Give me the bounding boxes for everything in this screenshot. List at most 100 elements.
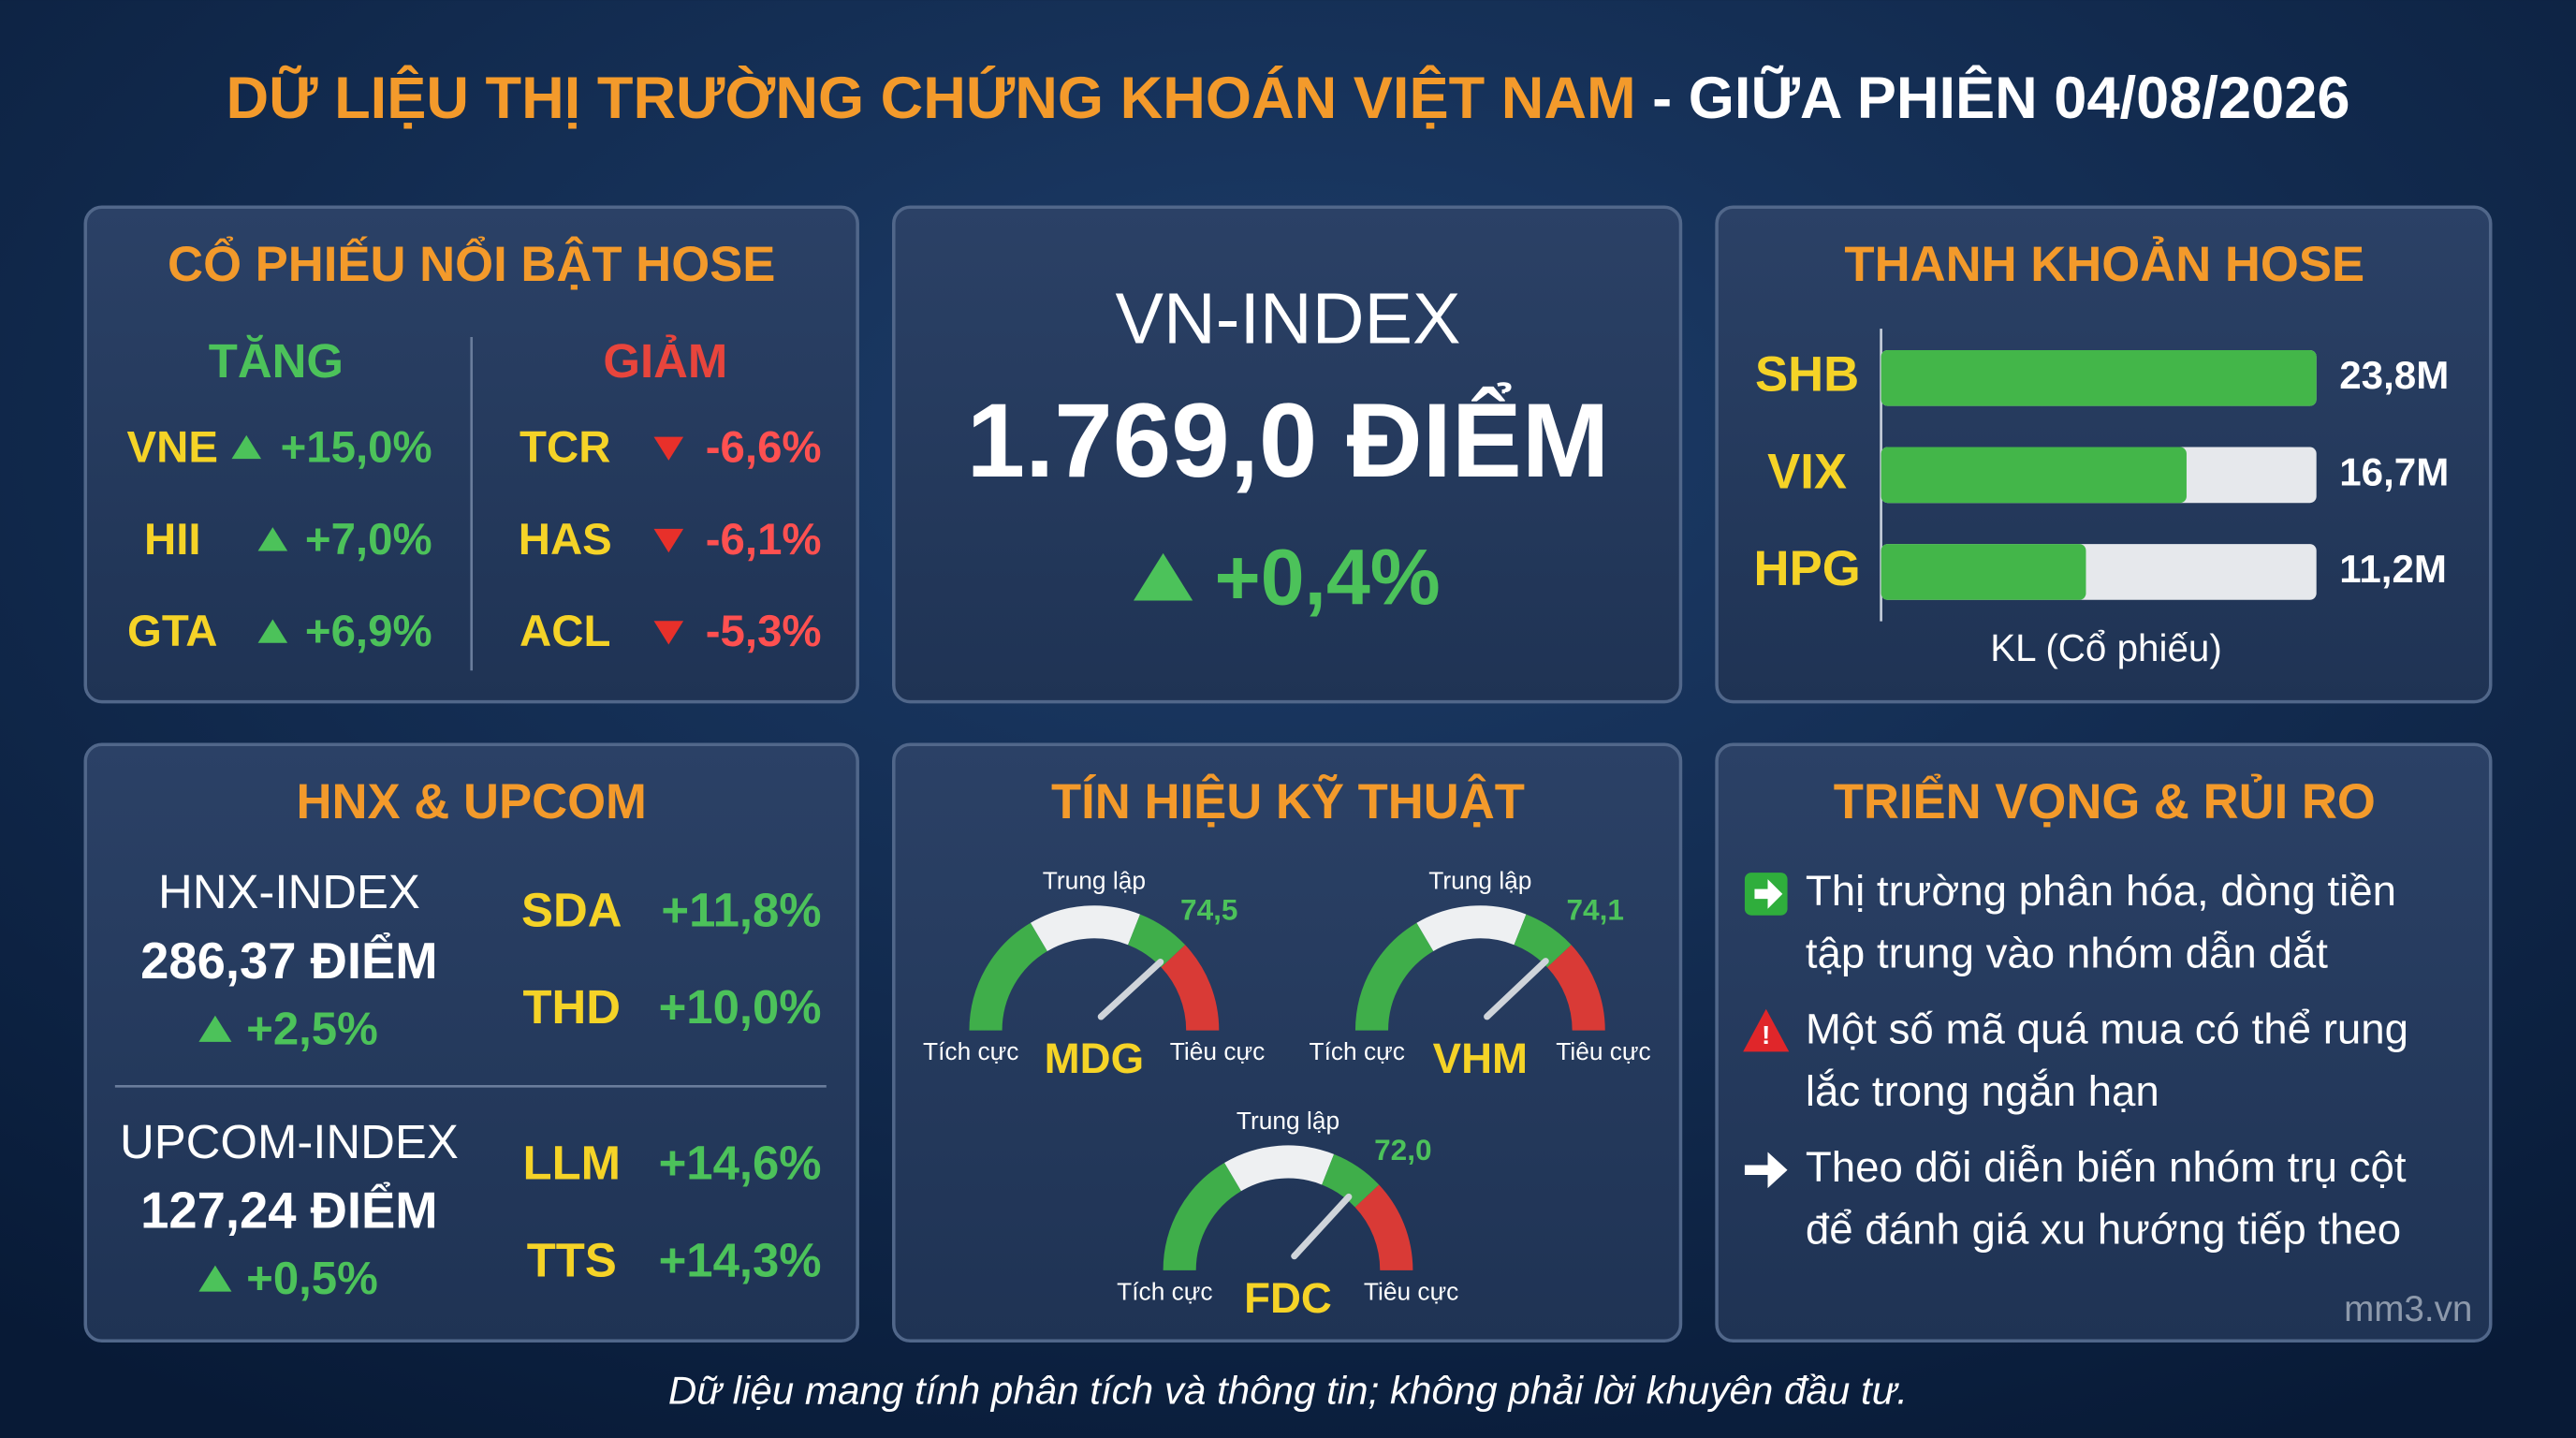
down-arrow: [653, 528, 684, 553]
outlook-text: Theo dõi diễn biến nhóm trụ cột: [1806, 1143, 2407, 1191]
index-name: UPCOM-INDEX: [120, 1115, 459, 1168]
index-change: +0,4%: [1215, 533, 1441, 621]
index-value: 1.769,0 ĐIỂM: [967, 381, 1610, 499]
panel-title: TÍN HIỆU KỸ THUẬT: [1051, 774, 1525, 829]
icon-arrow: [1754, 879, 1783, 909]
gauge-left-label: Tích cực: [923, 1037, 1018, 1065]
panel-title: CỔ PHIẾU NỔI BẬT HOSE: [168, 237, 775, 292]
gauge-segment: [1031, 905, 1140, 952]
panel: [83, 742, 859, 1343]
title-main: DỮ LIỆU THỊ TRƯỜNG CHỨNG KHOÁN VIỆT NAM: [227, 65, 1636, 131]
ticker: GTA: [127, 607, 218, 656]
outlook-text: để đánh giá xu hướng tiếp theo: [1806, 1206, 2401, 1254]
icon-mark: !: [1762, 1020, 1770, 1049]
gauge-left-label: Tích cực: [1310, 1037, 1405, 1065]
outlook-text: Một số mã quá mua có thể rung: [1806, 1005, 2408, 1052]
panel: [892, 742, 1683, 1343]
ticker: TTS: [527, 1233, 617, 1286]
outlook-text: tập trung vào nhóm dẫn dắt: [1806, 930, 2328, 977]
change: +11,8%: [661, 883, 821, 936]
losers-heading: GIẢM: [603, 333, 727, 388]
x-axis-label: KL (Cổ phiếu): [1990, 626, 2222, 669]
down-arrow: [653, 436, 684, 461]
gauge-segment: [1321, 1153, 1380, 1208]
gauge-top-label: Trung lập: [1428, 867, 1531, 895]
ticker: THD: [522, 980, 621, 1034]
change: -6,6%: [706, 423, 822, 473]
change: +14,3%: [659, 1233, 822, 1286]
gauge-segment: [1513, 914, 1572, 968]
outlook-text: lắc trong ngắn hạn: [1806, 1067, 2159, 1115]
gauge-segment: [1416, 905, 1527, 952]
index-change: +0,5%: [246, 1254, 378, 1304]
gauge-needle: [1097, 958, 1164, 1020]
panel-title: TRIỂN VỌNG & RỦI RO: [1834, 774, 2376, 829]
ticker: LLM: [523, 1137, 622, 1190]
bar: [1881, 544, 2086, 600]
up-arrow: [231, 434, 262, 460]
change: +15,0%: [281, 423, 432, 473]
bar-label: HPG: [1754, 541, 1861, 596]
gauge-segment: [1161, 945, 1220, 1032]
ticker: HII: [144, 515, 201, 565]
change: -6,1%: [706, 515, 822, 565]
value-label: 11,2M: [2339, 547, 2447, 591]
watermark: mm3.vn: [2344, 1289, 2472, 1329]
index-name: HNX-INDEX: [158, 865, 420, 918]
panel: [1715, 742, 2493, 1343]
gainers-heading: TĂNG: [209, 334, 344, 388]
icon-arrow: [1744, 1152, 1788, 1189]
gauge-left-label: Tích cực: [1117, 1277, 1212, 1305]
title-rest: - GIỮA PHIÊN 04/08/2026: [1652, 65, 2349, 131]
up-arrow: [1134, 552, 1193, 601]
gauge-ticker: VHM: [1433, 1034, 1528, 1082]
gauge-right-label: Tiêu cực: [1364, 1277, 1458, 1305]
up-arrow: [198, 1265, 232, 1292]
footer-note: Dữ liệu mang tính phân tích và thông tin…: [668, 1369, 1908, 1413]
ticker: TCR: [520, 423, 610, 473]
gauge-value: 74,5: [1180, 893, 1237, 927]
panel-title: HNX & UPCOM: [297, 774, 647, 829]
value-label: 23,8M: [2339, 353, 2449, 397]
gauge-top-label: Trung lập: [1237, 1107, 1339, 1135]
gauge-needle: [1291, 1193, 1353, 1260]
index-change: +2,5%: [246, 1004, 378, 1054]
change: -5,3%: [706, 607, 822, 656]
change: +7,0%: [305, 515, 432, 565]
gauge-segment: [1546, 945, 1605, 1032]
gauge-right-label: Tiêu cực: [1556, 1037, 1650, 1065]
bar: [1881, 447, 2187, 504]
outlook-text: Thị trường phân hóa, dòng tiền: [1806, 867, 2396, 915]
gauge-segment: [1224, 1145, 1335, 1192]
up-arrow: [257, 527, 288, 551]
up-arrow: [198, 1015, 232, 1042]
bar-label: VIX: [1767, 444, 1847, 499]
gauge-segment: [1163, 1163, 1242, 1271]
ticker: SDA: [521, 883, 622, 936]
change: +10,0%: [659, 980, 822, 1034]
down-arrow: [653, 621, 684, 645]
ticker: VNE: [127, 423, 218, 473]
title-space: [1636, 66, 1653, 131]
gauge-value: 72,0: [1374, 1133, 1431, 1167]
panel: [892, 205, 1683, 704]
gauge-top-label: Trung lập: [1043, 867, 1146, 895]
index-value: 127,24 ĐIỂM: [140, 1182, 437, 1240]
ticker: ACL: [520, 607, 610, 656]
gauge-segment: [969, 922, 1048, 1032]
ticker: HAS: [519, 515, 612, 565]
panel-title: THANH KHOẢN HOSE: [1844, 237, 2364, 292]
gauge-needle: [1484, 958, 1549, 1020]
bar: [1881, 349, 2317, 406]
page-title: DỮ LIỆU THỊ TRƯỜNG CHỨNG KHOÁN VIỆT NAM …: [227, 65, 2350, 131]
change: +14,6%: [659, 1137, 822, 1190]
icon-warning: [1743, 1008, 1790, 1052]
gauge-segment: [1127, 914, 1186, 968]
up-arrow: [257, 619, 288, 643]
index-label: VN-INDEX: [1116, 278, 1461, 359]
gauge-ticker: FDC: [1244, 1274, 1332, 1322]
gauge-ticker: MDG: [1045, 1034, 1144, 1082]
gauge-value: 74,1: [1566, 893, 1623, 927]
